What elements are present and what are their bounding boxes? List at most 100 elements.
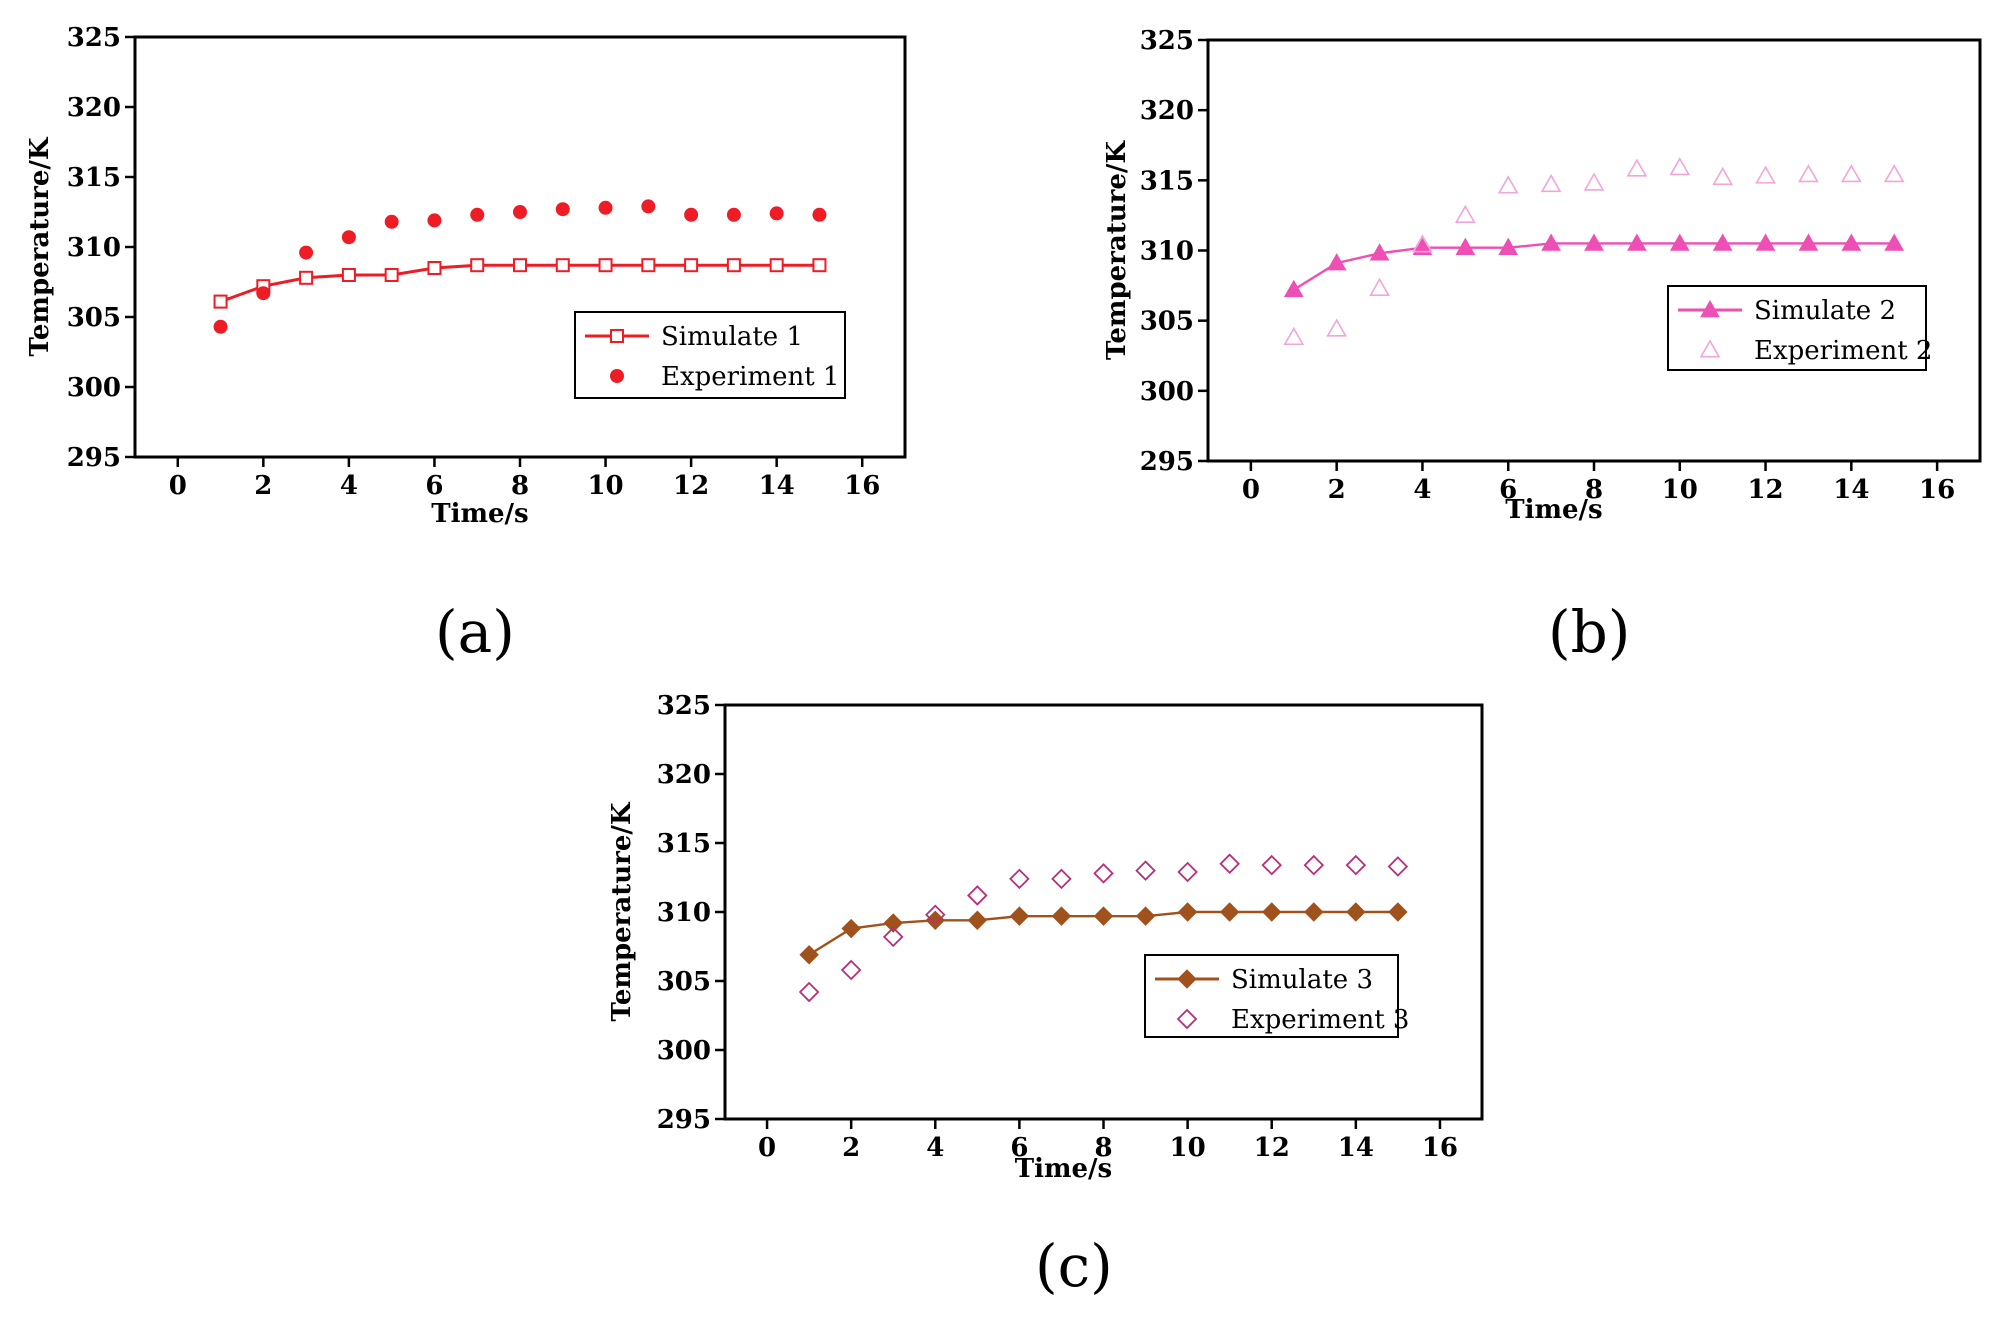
y-tick-label-c: 310 (657, 898, 711, 928)
data-point-b-2 (1326, 318, 1348, 337)
data-point-a-2 (812, 207, 827, 222)
y-tick-label-a: 295 (67, 443, 121, 473)
data-point-c-2 (1387, 856, 1409, 877)
data-point-b-1 (1755, 233, 1776, 251)
x-tick-label-b: 2 (1328, 475, 1346, 505)
x-tick-label-b: 6 (1499, 475, 1517, 505)
data-point-a-1 (384, 268, 399, 282)
x-tick-label-b: 4 (1413, 475, 1431, 505)
legend-marker-b-2 (1699, 339, 1721, 358)
y-tick-label-b: 325 (1140, 26, 1194, 56)
data-point-a-2 (769, 206, 784, 221)
data-point-b-2 (1883, 164, 1905, 183)
legend-label-b-1: Simulate 2 (1754, 296, 1896, 326)
y-tick-label-c: 295 (657, 1105, 711, 1135)
data-point-c-1 (967, 910, 988, 930)
data-point-c-1 (1009, 906, 1030, 926)
series-a-1 (213, 258, 827, 309)
data-point-c-2 (882, 926, 904, 948)
x-tick-label-b: 14 (1833, 475, 1869, 505)
data-point-b-2 (1755, 165, 1776, 184)
data-point-c-2 (1303, 854, 1325, 876)
data-point-a-1 (812, 258, 827, 273)
y-tick-label-b: 295 (1140, 447, 1194, 477)
data-point-b-2 (1669, 157, 1691, 176)
legend-label-b-2: Experiment 2 (1754, 336, 1932, 366)
data-point-a-1 (726, 258, 741, 273)
data-point-a-2 (641, 199, 656, 214)
data-point-c-2 (1135, 860, 1156, 881)
x-tick-label-c: 14 (1338, 1133, 1374, 1163)
data-point-a-2 (598, 200, 613, 215)
data-point-b-1 (1798, 233, 1819, 251)
data-point-b-1 (1841, 233, 1862, 251)
data-point-a-2 (299, 245, 314, 260)
chart-b: 295 300 305 310 315 320 325 0 2 4 6 8 10 12 14 16 Time/s… (1102, 26, 1982, 525)
y-axis-label-b: Temperature/K (1102, 140, 1132, 360)
data-point-b-1 (1498, 237, 1519, 255)
data-point-a-1 (684, 258, 699, 273)
data-point-c-1 (925, 910, 945, 930)
series-b-1 (1283, 233, 1905, 298)
legend-marker-a-1 (610, 329, 624, 343)
data-point-a-1 (427, 261, 442, 275)
data-point-b-2 (1712, 166, 1734, 186)
y-tick-label-c: 325 (657, 691, 711, 721)
data-point-c-2 (1009, 868, 1030, 890)
y-tick-label-a: 325 (67, 23, 121, 53)
data-point-c-2 (1051, 868, 1072, 890)
data-point-b-2 (1369, 277, 1390, 296)
x-tick-label-a: 2 (254, 471, 272, 501)
x-tick-label-a: 8 (511, 471, 529, 501)
y-tick-label-a: 305 (67, 303, 121, 333)
data-point-c-1 (1051, 906, 1072, 926)
data-point-a-2 (256, 286, 271, 301)
chart-panel-c: 295 300 305 310 315 320 325 0 2 4 6 8 10 12 14 16 Time/s… (500, 665, 1500, 1330)
legend-marker-a-2 (610, 369, 624, 383)
data-point-c-2 (967, 885, 988, 906)
x-axis-label-b: Time/s (1505, 495, 1602, 525)
data-point-b-2 (1283, 326, 1305, 346)
series-a-2 (213, 199, 827, 334)
data-point-b-2 (1497, 175, 1519, 194)
x-axis-label-a: Time/s (431, 499, 528, 529)
legend-label-c-1: Simulate 3 (1231, 965, 1373, 995)
data-point-b-2 (1840, 164, 1862, 183)
y-tick-label-a: 315 (67, 163, 121, 193)
data-point-a-2 (555, 202, 570, 217)
x-tick-label-c: 16 (1422, 1133, 1458, 1163)
legend-label-a-1: Simulate 1 (661, 322, 803, 352)
data-point-a-2 (341, 230, 356, 245)
panel-label-b: (b) (1548, 598, 1631, 666)
data-point-b-1 (1584, 233, 1604, 251)
data-point-c-2 (1219, 853, 1240, 874)
data-point-b-1 (1669, 233, 1690, 251)
chart-a: 295 300 305 310 315 320 325 0 2 4 6 8 10 12 14 16 Time/s… (25, 23, 907, 529)
y-tick-label-c: 315 (657, 829, 711, 859)
data-point-a-1 (299, 270, 314, 285)
data-point-a-2 (726, 207, 741, 222)
data-point-a-1 (641, 258, 656, 273)
legend-a: Simulate 1 Experiment 1 (574, 311, 846, 399)
data-point-c-1 (1262, 902, 1282, 922)
legend-label-c-2: Experiment 3 (1231, 1005, 1409, 1035)
series-c-2 (798, 853, 1409, 1003)
legend-label-a-2: Experiment 1 (661, 362, 839, 392)
data-point-a-1 (555, 258, 570, 273)
data-point-b-1 (1283, 279, 1304, 298)
x-tick-label-c: 0 (758, 1133, 776, 1163)
data-point-b-1 (1455, 237, 1476, 255)
data-point-c-2 (1093, 863, 1114, 884)
y-tick-label-c: 320 (657, 760, 711, 790)
x-tick-label-a: 0 (169, 471, 187, 501)
data-point-b-1 (1712, 233, 1733, 251)
y-axis-label-a: Temperature/K (25, 136, 55, 356)
x-tick-label-a: 4 (340, 471, 358, 501)
x-tick-label-a: 10 (587, 471, 623, 501)
y-tick-label-b: 300 (1140, 377, 1194, 407)
data-point-c-1 (799, 945, 819, 965)
legend-c: Simulate 3 Experiment 3 (1144, 954, 1409, 1038)
panel-label-a: (a) (435, 598, 515, 666)
y-tick-label-b: 310 (1140, 237, 1194, 267)
data-point-c-2 (840, 959, 862, 981)
